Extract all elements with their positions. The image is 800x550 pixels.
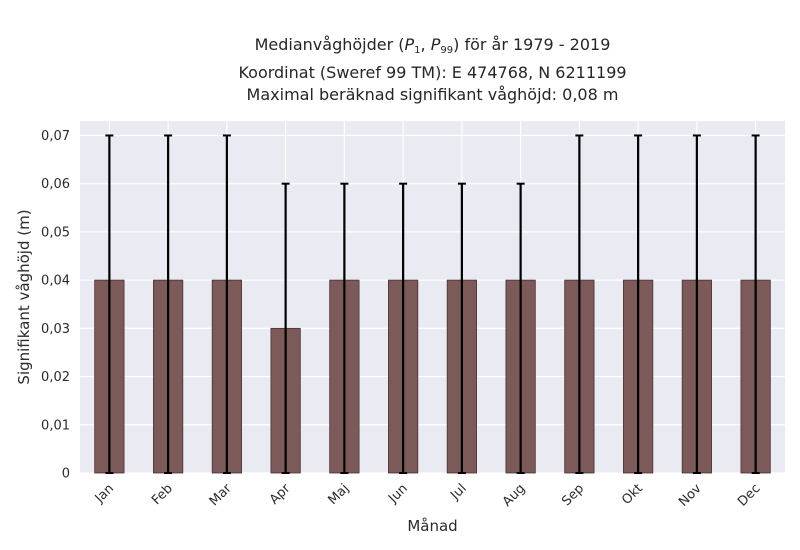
y-axis-label: Signifikant våghöjd (m) bbox=[15, 209, 33, 384]
chart-title: Medianvåghöjder (P1, P99) för år 1979 - … bbox=[80, 34, 785, 106]
error-bars bbox=[105, 134, 760, 474]
error-bar bbox=[399, 182, 408, 474]
title-p-high-sub: 99 bbox=[440, 45, 454, 56]
title-p-high-var: P bbox=[430, 35, 441, 54]
title-line-1: Medianvåghöjder (P1, P99) för år 1979 - … bbox=[80, 34, 785, 62]
y-tick-label: 0,02 bbox=[41, 370, 70, 385]
x-axis-label: Månad bbox=[407, 517, 457, 535]
y-tick-label: 0,03 bbox=[41, 322, 70, 337]
x-tick-label: Mar bbox=[207, 481, 235, 509]
error-bar bbox=[164, 134, 173, 474]
x-tick-label: Sep bbox=[559, 481, 587, 509]
error-bar bbox=[340, 182, 349, 474]
x-tick-label: Apr bbox=[267, 481, 294, 508]
y-tick-labels: 0 0,01 0,02 0,03 0,04 0,05 0,06 0,07 bbox=[41, 129, 70, 482]
error-bar bbox=[105, 134, 114, 474]
title-p-low-sub: 1 bbox=[414, 45, 421, 56]
x-tick-label: Jan bbox=[92, 481, 117, 506]
x-tick-labels: Jan Feb Mar Apr Maj Jun Jul Aug Sep Okt Nov Dec bbox=[92, 481, 764, 510]
y-tick-label: 0,07 bbox=[41, 129, 70, 144]
error-bar bbox=[634, 134, 643, 474]
error-bar bbox=[751, 134, 760, 474]
error-bar bbox=[575, 134, 584, 474]
plot-area bbox=[80, 121, 785, 473]
error-bar bbox=[692, 134, 701, 474]
y-tick-label: 0,04 bbox=[41, 274, 70, 289]
x-tick-label: Aug bbox=[500, 481, 529, 510]
title-line-2: Koordinat (Sweref 99 TM): E 474768, N 62… bbox=[238, 63, 627, 82]
x-tick-label: Jun bbox=[385, 481, 411, 507]
title-line-1-prefix: Medianvåghöjder ( bbox=[254, 35, 405, 54]
error-bar bbox=[222, 134, 231, 474]
x-tick-label: Okt bbox=[619, 481, 646, 508]
x-tick-label: Dec bbox=[735, 481, 763, 509]
y-tick-label: 0,06 bbox=[41, 177, 70, 192]
title-p-low-var: P bbox=[404, 35, 415, 54]
y-tick-label: 0,05 bbox=[41, 225, 70, 240]
title-p-separator: , bbox=[420, 35, 431, 54]
y-tick-label: 0,01 bbox=[41, 418, 70, 433]
x-tick-label: Feb bbox=[149, 481, 176, 508]
error-bar bbox=[281, 182, 290, 474]
y-tick-label: 0 bbox=[62, 467, 70, 482]
error-bar bbox=[457, 182, 466, 474]
error-bar bbox=[516, 182, 525, 474]
title-line-3: Maximal beräknad signifikant våghöjd: 0,… bbox=[246, 85, 619, 104]
title-line-1-suffix: ) för år 1979 - 2019 bbox=[453, 35, 611, 54]
x-tick-label: Maj bbox=[325, 481, 352, 508]
x-tick-label: Nov bbox=[676, 481, 705, 510]
x-tick-label: Jul bbox=[447, 481, 469, 503]
